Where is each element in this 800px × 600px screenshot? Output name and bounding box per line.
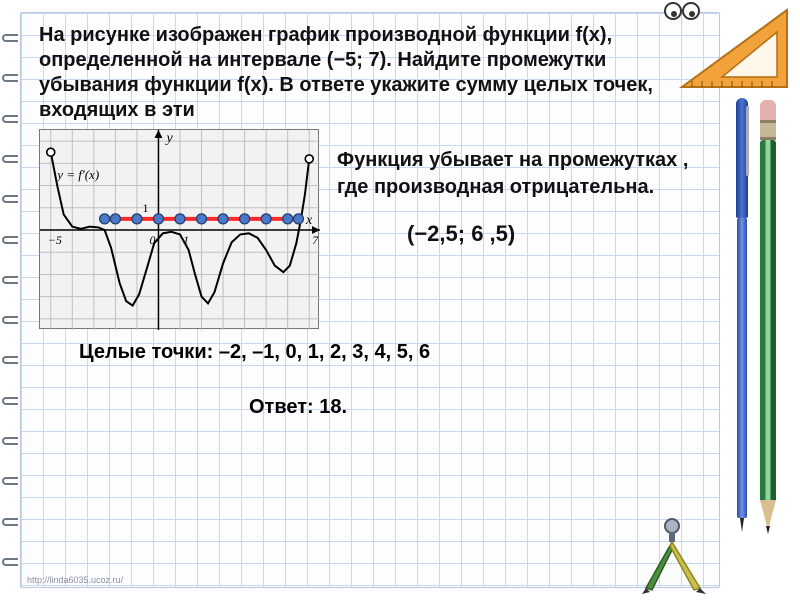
svg-text:y: y — [164, 131, 173, 146]
interval-value: (−2,5; 6 ,5) — [407, 219, 701, 249]
svg-text:0: 0 — [149, 233, 155, 247]
compass-icon — [628, 514, 718, 594]
derivative-chart: 0 1 7 −5 1 y x y = f′(x) — [39, 129, 319, 329]
pencil-icon — [754, 80, 782, 580]
chart-wrap: 0 1 7 −5 1 y x y = f′(x) — [39, 129, 319, 329]
svg-text:−5: −5 — [48, 233, 62, 247]
svg-text:7: 7 — [312, 233, 319, 247]
svg-text:x: x — [305, 213, 313, 228]
problem-statement: На рисунке изображен график производной … — [39, 23, 701, 123]
watermark-url: http://linda6035.ucoz.ru/ — [27, 575, 123, 585]
explanation-text: Функция убывает на промежутках , где про… — [337, 147, 701, 201]
whole-points-text: Целые точки: –2, –1, 0, 1, 2, 3, 4, 5, 6 — [79, 339, 701, 366]
notebook-spiral — [2, 0, 20, 600]
final-answer: Ответ: 18. — [249, 396, 701, 419]
svg-text:y = f′(x): y = f′(x) — [55, 167, 99, 182]
cartoon-eyes-icon — [664, 2, 714, 28]
content-row: 0 1 7 −5 1 y x y = f′(x) Функция убывает на про… — [39, 129, 701, 329]
explanation-column: Функция убывает на промежутках , где про… — [337, 129, 701, 329]
slide-paper: На рисунке изображен график производной … — [20, 12, 720, 588]
svg-text:1: 1 — [183, 233, 189, 247]
pen-icon — [734, 80, 752, 580]
svg-text:1: 1 — [142, 201, 148, 215]
